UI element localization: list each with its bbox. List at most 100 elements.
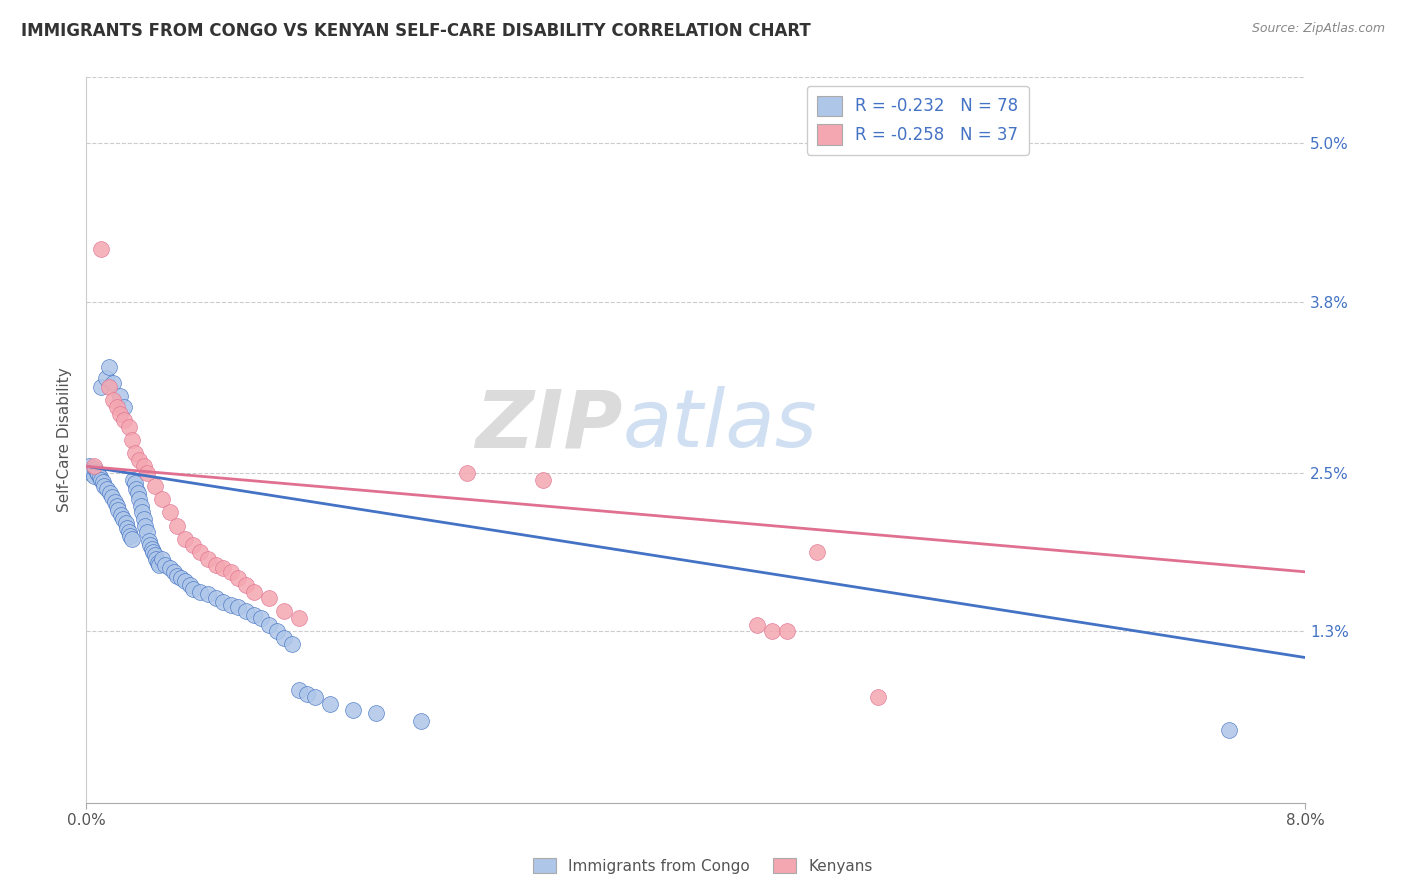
Text: atlas: atlas: [623, 386, 817, 465]
Y-axis label: Self-Care Disability: Self-Care Disability: [58, 368, 72, 512]
Point: [197, 551, 219, 566]
Point: [84, 462, 107, 476]
Point: [112, 400, 135, 414]
Point: [204, 558, 226, 573]
Point: [94, 371, 117, 385]
Point: [118, 525, 141, 540]
Point: [266, 624, 288, 639]
Point: [108, 389, 131, 403]
Point: [219, 565, 242, 579]
Point: [114, 516, 136, 530]
Point: [107, 503, 129, 517]
Point: [93, 479, 115, 493]
Point: [79, 466, 101, 480]
Point: [90, 473, 112, 487]
Point: [103, 376, 125, 391]
Text: ZIP: ZIP: [475, 386, 623, 465]
Point: [159, 561, 181, 575]
Point: [89, 470, 111, 484]
Point: [174, 532, 197, 546]
Point: [101, 490, 124, 504]
Point: [169, 571, 191, 585]
Point: [103, 393, 125, 408]
Point: [531, 473, 554, 487]
Point: [90, 380, 112, 394]
Point: [212, 595, 235, 609]
Point: [115, 521, 138, 535]
Point: [319, 697, 342, 711]
Point: [127, 485, 149, 500]
Point: [181, 582, 204, 596]
Point: [138, 534, 160, 549]
Point: [776, 624, 799, 639]
Point: [83, 468, 105, 483]
Point: [108, 407, 131, 421]
Point: [235, 604, 257, 618]
Point: [281, 637, 304, 651]
Point: [745, 617, 768, 632]
Point: [141, 542, 163, 557]
Point: [112, 413, 135, 427]
Text: IMMIGRANTS FROM CONGO VS KENYAN SELF-CARE DISABILITY CORRELATION CHART: IMMIGRANTS FROM CONGO VS KENYAN SELF-CAR…: [21, 22, 811, 40]
Point: [197, 587, 219, 601]
Point: [242, 608, 264, 623]
Point: [295, 687, 318, 701]
Point: [129, 499, 152, 513]
Point: [204, 591, 226, 606]
Point: [143, 548, 166, 562]
Point: [257, 591, 280, 606]
Point: [105, 499, 128, 513]
Point: [250, 611, 273, 625]
Point: [132, 512, 155, 526]
Point: [87, 467, 110, 482]
Point: [143, 479, 166, 493]
Point: [124, 476, 146, 491]
Point: [868, 690, 890, 704]
Point: [146, 556, 169, 570]
Point: [90, 242, 112, 256]
Point: [411, 714, 433, 728]
Point: [83, 459, 105, 474]
Point: [235, 578, 257, 592]
Point: [181, 538, 204, 552]
Point: [111, 512, 134, 526]
Point: [139, 538, 162, 552]
Point: [145, 551, 167, 566]
Point: [128, 452, 150, 467]
Point: [761, 624, 783, 639]
Point: [104, 495, 127, 509]
Point: [121, 532, 143, 546]
Point: [273, 631, 295, 645]
Point: [212, 561, 235, 575]
Point: [188, 584, 211, 599]
Point: [100, 485, 122, 500]
Point: [242, 584, 264, 599]
Point: [288, 611, 311, 625]
Point: [142, 545, 165, 559]
Point: [228, 571, 250, 585]
Point: [188, 545, 211, 559]
Point: [304, 690, 326, 704]
Point: [166, 568, 188, 582]
Point: [174, 574, 197, 588]
Point: [124, 446, 146, 460]
Point: [148, 558, 170, 573]
Point: [132, 459, 155, 474]
Legend: Immigrants from Congo, Kenyans: Immigrants from Congo, Kenyans: [527, 852, 879, 880]
Point: [134, 518, 156, 533]
Point: [121, 433, 143, 447]
Point: [77, 459, 100, 474]
Text: Source: ZipAtlas.com: Source: ZipAtlas.com: [1251, 22, 1385, 36]
Point: [166, 518, 188, 533]
Point: [122, 473, 145, 487]
Point: [97, 360, 120, 375]
Point: [150, 492, 173, 507]
Point: [131, 506, 153, 520]
Point: [228, 600, 250, 615]
Point: [105, 400, 128, 414]
Point: [125, 482, 148, 496]
Point: [155, 558, 177, 573]
Point: [364, 706, 387, 720]
Point: [806, 545, 828, 559]
Point: [136, 466, 159, 480]
